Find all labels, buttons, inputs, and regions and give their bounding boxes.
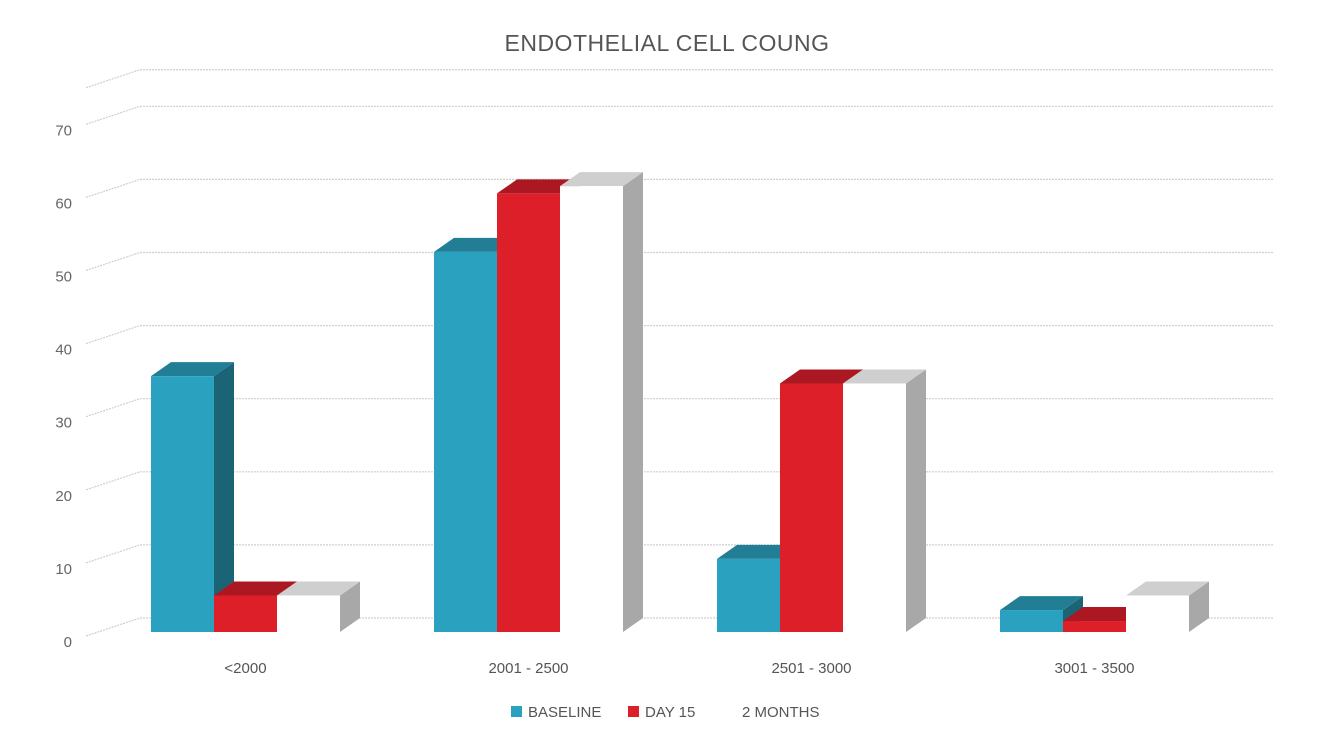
legend-swatch — [511, 706, 522, 717]
gridline-side — [85, 251, 141, 272]
bar-front — [1126, 595, 1189, 632]
bar-front — [214, 595, 277, 632]
bar-top — [1126, 581, 1209, 596]
y-tick-label: 0 — [64, 634, 72, 651]
y-axis: 0 10 20 30 40 50 60 70 — [55, 122, 72, 651]
gridline-side — [85, 69, 141, 89]
bar-side — [340, 581, 360, 632]
bar-front — [1000, 610, 1063, 632]
chart-title: ENDOTHELIAL CELL COUNG — [505, 30, 830, 56]
bar-top — [497, 179, 580, 194]
y-tick-label: 60 — [55, 195, 72, 212]
bar-baseline — [151, 362, 234, 632]
bar-front — [497, 193, 560, 632]
legend-swatch — [725, 706, 736, 717]
bar-top — [717, 544, 800, 559]
y-tick-label: 10 — [55, 561, 72, 578]
gridline-side — [85, 178, 141, 198]
bar-side — [623, 172, 643, 632]
grid-layer — [85, 69, 1273, 637]
bar-top — [843, 369, 926, 384]
gridline-side — [85, 471, 141, 491]
bars-layer — [151, 172, 1209, 632]
bar-2-months — [1126, 581, 1209, 632]
bar-front — [434, 251, 497, 632]
x-tick-label: 2501 - 3000 — [771, 660, 851, 677]
legend-item: DAY 15 — [628, 704, 695, 721]
legend-label: 2 MONTHS — [742, 704, 820, 721]
bar-side — [214, 362, 234, 632]
x-axis: <2000 2001 - 2500 2501 - 3000 3001 - 3500 — [224, 660, 1134, 677]
bar-top — [277, 581, 360, 596]
gridline-side — [85, 617, 141, 637]
bar-2-months — [560, 172, 643, 632]
legend-item: 2 MONTHS — [725, 704, 820, 721]
bar-top — [560, 172, 643, 187]
bar-front — [780, 383, 843, 632]
bar-side — [1189, 581, 1209, 632]
legend: BASELINE DAY 15 2 MONTHS — [511, 704, 820, 721]
gridline-side — [85, 544, 141, 564]
legend-item: BASELINE — [511, 704, 601, 721]
bar-2-months — [277, 581, 360, 632]
bar-top — [1063, 607, 1146, 622]
bar-top — [434, 237, 517, 252]
bar-front — [1063, 621, 1126, 632]
legend-label: BASELINE — [528, 704, 601, 721]
y-tick-label: 20 — [55, 488, 72, 505]
legend-label: DAY 15 — [645, 704, 695, 721]
bar-side — [906, 369, 926, 632]
bar-top — [151, 362, 234, 377]
legend-swatch — [628, 706, 639, 717]
x-tick-label: 3001 - 3500 — [1054, 660, 1134, 677]
gridline-side — [85, 325, 141, 345]
bar-2-months — [843, 369, 926, 632]
y-tick-label: 50 — [55, 269, 72, 286]
bar-top — [1000, 596, 1083, 611]
bar-front — [560, 186, 623, 632]
y-tick-label: 40 — [55, 342, 72, 359]
y-tick-label: 70 — [55, 122, 72, 139]
y-tick-label: 30 — [55, 415, 72, 432]
bar-front — [717, 558, 780, 632]
bar-front — [277, 595, 340, 632]
bar-top — [780, 369, 863, 384]
bar-front — [843, 383, 906, 632]
bar-front — [151, 376, 214, 632]
gridline-side — [85, 105, 141, 125]
gridline-side — [85, 398, 141, 418]
x-tick-label: 2001 - 2500 — [488, 660, 568, 677]
x-tick-label: <2000 — [224, 660, 266, 677]
bar-top — [214, 581, 297, 596]
